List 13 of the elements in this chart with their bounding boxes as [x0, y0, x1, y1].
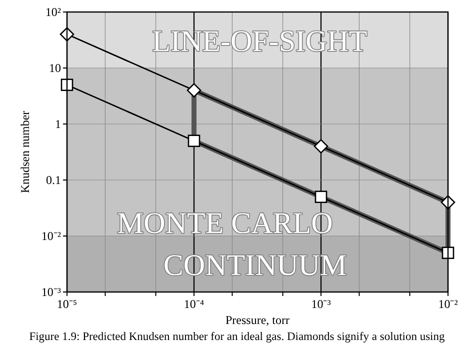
- x-tick-label: 10⁻²: [438, 297, 458, 311]
- y-tick-label: 10⁻²: [41, 229, 62, 243]
- x-axis-title: Pressure, torr: [226, 313, 290, 327]
- x-tick-label: 10⁻³: [311, 297, 332, 311]
- x-tick-label: 10⁻⁵: [56, 297, 78, 311]
- y-tick-label: 10⁻³: [41, 285, 62, 299]
- x-tick-label: 10⁻⁴: [184, 297, 204, 311]
- y-tick-label: 10: [49, 61, 61, 75]
- y-tick-label: 0.1: [46, 173, 61, 187]
- caption: Figure 1.9: Predicted Knudsen number for an ideal gas. Diamonds signify a solution using: [29, 331, 446, 343]
- y-tick-label: 10²: [45, 5, 62, 19]
- y-axis-title: Knudsen number: [18, 110, 32, 194]
- y-tick-label: 1: [55, 117, 61, 131]
